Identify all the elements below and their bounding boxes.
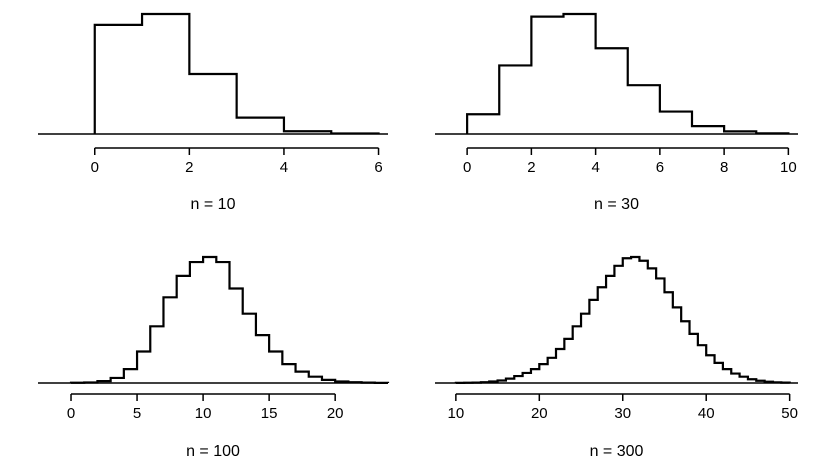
x-tick-label: 50 xyxy=(781,405,798,422)
histogram-bar xyxy=(190,262,203,383)
histogram-bar xyxy=(648,268,656,383)
panel-label: n = 100 xyxy=(186,443,240,460)
x-tick-label: 30 xyxy=(614,405,631,422)
histogram-bar xyxy=(499,65,531,134)
histogram-bar xyxy=(296,372,309,383)
x-tick-label: 4 xyxy=(280,159,288,176)
histogram-bar xyxy=(531,17,563,134)
histogram-bar xyxy=(596,48,628,134)
x-tick-label: 8 xyxy=(720,159,728,176)
histogram-bar xyxy=(142,14,189,134)
histogram-bar xyxy=(216,262,229,383)
histogram-bar xyxy=(124,369,137,383)
histogram-outline xyxy=(466,12,790,135)
histogram-bar xyxy=(656,278,664,383)
histogram-bar xyxy=(606,276,614,383)
x-tick-label: 20 xyxy=(327,405,344,422)
x-tick-label: 0 xyxy=(67,405,75,422)
histogram-bar xyxy=(95,25,142,134)
histogram-bar xyxy=(639,261,647,383)
histogram-outline xyxy=(93,12,380,135)
histogram-bar xyxy=(690,334,698,383)
histogram-bar xyxy=(614,266,622,383)
histogram-bar xyxy=(623,258,631,383)
histogram-bar xyxy=(664,292,672,383)
histogram-bar xyxy=(269,352,282,384)
histogram-bar xyxy=(573,326,581,383)
histogram-bar xyxy=(467,114,499,134)
histogram-bar xyxy=(556,349,564,383)
histogram-bar xyxy=(564,339,572,383)
histogram-bar xyxy=(731,374,739,383)
x-tick-label: 2 xyxy=(527,159,535,176)
histogram-bar xyxy=(230,289,243,384)
panel-label: n = 10 xyxy=(191,196,236,213)
histogram-bar xyxy=(706,355,714,383)
histogram-bar xyxy=(660,112,692,134)
histogram-bar xyxy=(598,287,606,383)
histogram-bar xyxy=(548,358,556,383)
histogram-bar xyxy=(589,300,597,383)
panel-label: n = 30 xyxy=(594,196,639,213)
histogram-bar xyxy=(177,276,190,383)
histogram-bar xyxy=(715,363,723,383)
x-tick-label: 20 xyxy=(531,405,548,422)
histogram-outline xyxy=(69,255,390,384)
x-tick-label: 10 xyxy=(780,159,797,176)
x-tick-label: 10 xyxy=(195,405,212,422)
histogram-bar xyxy=(723,369,731,383)
x-tick-label: 40 xyxy=(698,405,715,422)
x-tick-label: 5 xyxy=(133,405,141,422)
x-tick-label: 15 xyxy=(261,405,278,422)
histogram-bar xyxy=(531,369,539,383)
histogram-bar xyxy=(681,321,689,383)
histogram-bar xyxy=(581,314,589,383)
histogram-bar xyxy=(563,14,595,134)
histogram-bar xyxy=(150,326,163,383)
histogram-bar xyxy=(256,335,269,383)
histogram-bar xyxy=(163,297,176,383)
x-tick-label: 10 xyxy=(448,405,465,422)
histogram-bar xyxy=(692,126,724,134)
x-tick-label: 0 xyxy=(463,159,471,176)
x-tick-label: 4 xyxy=(591,159,599,176)
x-tick-label: 0 xyxy=(91,159,99,176)
histogram-bar xyxy=(282,364,295,383)
histogram-outline xyxy=(454,255,791,384)
histogram-bar xyxy=(628,85,660,134)
panel-label: n = 300 xyxy=(590,443,644,460)
x-tick-label: 2 xyxy=(185,159,193,176)
histogram-bar xyxy=(137,352,150,384)
histogram-bar xyxy=(539,364,547,383)
x-tick-label: 6 xyxy=(374,159,382,176)
histogram-bar xyxy=(523,373,531,383)
histogram-bar xyxy=(237,118,284,134)
histogram-bar xyxy=(203,257,216,383)
histogram-bar xyxy=(189,74,236,134)
histogram-bar xyxy=(698,345,706,383)
histogram-bar xyxy=(243,314,256,383)
histogram-bar xyxy=(631,257,639,383)
x-tick-label: 6 xyxy=(656,159,664,176)
histogram-bar xyxy=(673,307,681,383)
